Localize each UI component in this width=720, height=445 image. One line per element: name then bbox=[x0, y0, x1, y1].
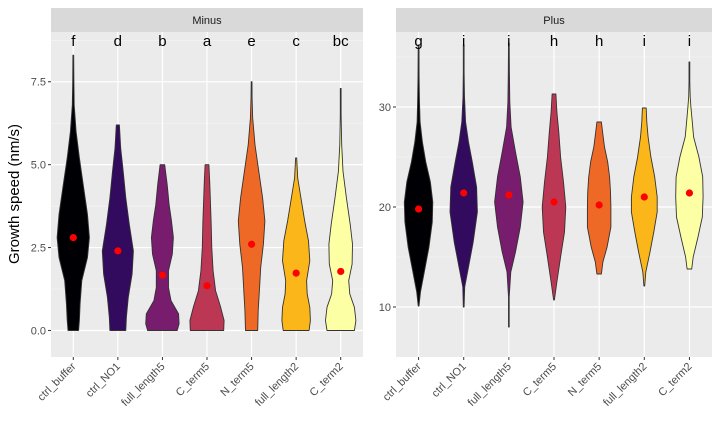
x-tick-label: ctrl_buffer bbox=[35, 360, 78, 403]
significance-letter: h bbox=[550, 33, 558, 50]
significance-letter: d bbox=[114, 33, 122, 50]
mean-point-full_length5 bbox=[505, 191, 513, 199]
x-tick-label: N_term5 bbox=[218, 361, 256, 399]
violin-N_term5 bbox=[586, 121, 612, 275]
facet-strip bbox=[396, 8, 712, 32]
x-tick-label: ctrl_buffer bbox=[381, 360, 424, 403]
violin-full_length5 bbox=[145, 164, 180, 331]
x-tick-label: ctrl_NO1 bbox=[84, 361, 123, 400]
y-tick-label: 2.5 bbox=[31, 243, 46, 255]
violin-C_term5 bbox=[541, 93, 567, 301]
violin-ctrl_buffer bbox=[403, 44, 434, 307]
violin-N_term5 bbox=[237, 81, 266, 331]
y-tick-label: 10 bbox=[379, 302, 391, 314]
significance-letter: f bbox=[71, 33, 76, 50]
significance-letter: b bbox=[158, 33, 166, 50]
facet-strip-label: Minus bbox=[192, 15, 222, 27]
mean-point-N_term5 bbox=[595, 201, 603, 209]
mean-point-C_term5 bbox=[203, 282, 211, 290]
mean-point-N_term5 bbox=[247, 240, 256, 248]
significance-letter: i bbox=[643, 33, 646, 50]
x-tick-label: ctrl_NO1 bbox=[430, 361, 469, 400]
mean-point-ctrl_NO1 bbox=[460, 189, 468, 197]
x-tick-label: N_term5 bbox=[566, 361, 604, 399]
facet-strip bbox=[51, 8, 363, 32]
x-tick-label: full_length5 bbox=[119, 361, 167, 409]
x-tick-label: full_length2 bbox=[601, 361, 649, 409]
facet-panels: Minus 0.0 2.5 5.0 7.5 f ctrl_buffer d ctrl_NO1 b f… bbox=[31, 8, 712, 409]
violin-full_length5 bbox=[494, 42, 524, 328]
x-tick-label: C_term2 bbox=[308, 361, 346, 399]
y-tick-label: 30 bbox=[379, 102, 391, 114]
y-tick-label: 20 bbox=[379, 202, 391, 214]
violin-full_length2 bbox=[281, 157, 311, 331]
x-tick-label: C_term2 bbox=[656, 361, 694, 399]
x-tick-label: full_length2 bbox=[253, 361, 301, 409]
violin-ctrl_buffer bbox=[56, 54, 90, 331]
significance-letter: a bbox=[203, 33, 212, 50]
y-tick-label: 0.0 bbox=[31, 325, 46, 337]
significance-letter: bc bbox=[333, 33, 349, 50]
mean-point-C_term2 bbox=[685, 189, 694, 197]
mean-point-ctrl_NO1 bbox=[114, 247, 122, 255]
significance-letter: i bbox=[462, 33, 465, 50]
mean-point-full_length5 bbox=[158, 271, 167, 279]
significance-letter: g bbox=[414, 33, 422, 50]
facet-panel-minus: Minus 0.0 2.5 5.0 7.5 f ctrl_buffer d ctrl_NO1 b f… bbox=[31, 8, 363, 409]
violin-ctrl_NO1 bbox=[449, 44, 478, 308]
y-tick-label: 7.5 bbox=[31, 77, 46, 89]
mean-point-C_term5 bbox=[550, 198, 558, 206]
mean-point-C_term2 bbox=[337, 267, 345, 276]
significance-letter: c bbox=[292, 33, 300, 50]
mean-point-full_length2 bbox=[640, 193, 648, 201]
significance-letter: h bbox=[595, 33, 603, 50]
significance-letter: i bbox=[688, 33, 691, 50]
violin-ctrl_NO1 bbox=[101, 124, 134, 331]
y-tick-label: 5.0 bbox=[31, 160, 46, 172]
significance-letter: i bbox=[507, 33, 510, 50]
x-tick-label: full_length5 bbox=[466, 361, 514, 409]
violin-C_term5 bbox=[189, 164, 225, 331]
mean-point-ctrl_buffer bbox=[69, 234, 77, 242]
significance-letter: e bbox=[247, 33, 255, 50]
mean-point-full_length2 bbox=[292, 269, 300, 277]
facet-strip-label: Plus bbox=[543, 15, 565, 27]
violin-C_term2 bbox=[325, 87, 357, 331]
facet-panel-plus: Plus 10 20 30 g ctrl_buffer i ctrl_NO1 i full_len… bbox=[379, 8, 712, 409]
mean-point-ctrl_buffer bbox=[414, 205, 423, 213]
y-axis-title: Growth speed (nm/s) bbox=[6, 124, 23, 264]
violin-C_term2 bbox=[675, 61, 704, 270]
x-tick-label: C_term5 bbox=[521, 361, 559, 399]
x-tick-label: C_term5 bbox=[174, 361, 212, 399]
